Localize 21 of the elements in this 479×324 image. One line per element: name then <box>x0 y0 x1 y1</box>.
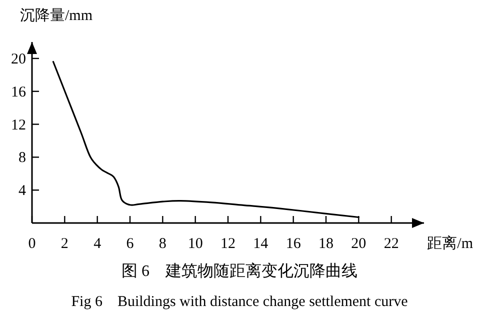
y-tick-label: 12 <box>11 117 26 134</box>
y-tick-label: 4 <box>18 183 26 200</box>
x-tick-label: 16 <box>286 236 302 252</box>
x-tick-label: 0 <box>28 236 36 252</box>
x-tick-label: 14 <box>253 236 269 252</box>
x-tick-label: 4 <box>94 236 102 252</box>
x-tick-label: 12 <box>220 236 236 252</box>
y-axis-title: 沉降量/mm <box>20 7 93 24</box>
x-axis-title: 距离/m <box>427 235 474 252</box>
x-tick-label: 2 <box>60 236 68 252</box>
y-tick-label: 8 <box>18 150 26 166</box>
x-tick-label: 20 <box>351 236 366 252</box>
x-tick-label: 8 <box>158 236 166 252</box>
x-tick-label: 22 <box>384 236 399 252</box>
x-tick-label: 10 <box>188 236 203 252</box>
y-tick-label: 16 <box>11 84 26 100</box>
x-tick-label: 18 <box>318 236 334 252</box>
x-tick-label: 6 <box>126 236 134 252</box>
text: 图 6 建筑物随距离变化沉降曲线 <box>122 262 358 280</box>
y-tick-label: 20 <box>11 51 26 68</box>
text: Fig 6 Buildings with distance change settlement curve <box>71 294 408 310</box>
